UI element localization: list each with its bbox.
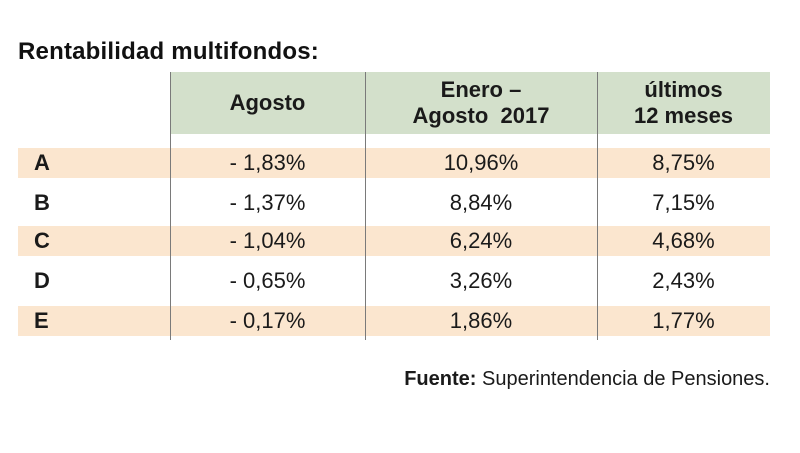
fund-label: A [34,150,50,175]
fund-label: B [34,190,50,215]
header-agosto-line: Agosto [229,90,306,115]
ultimos-12-meses-value: 7,15% [652,190,715,215]
agosto-value: - 0,65% [229,268,306,293]
source-text: Superintendencia de Pensiones. [482,368,770,390]
ultimos-12-meses-value: 4,68% [652,228,715,253]
agosto-value: - 1,37% [229,190,306,215]
table-row: C - 1,04% 6,24% 4,68% [18,226,770,256]
header-enero-agosto-2017: Enero – Agosto 2017 [365,72,597,134]
enero-agosto-value: 8,84% [449,190,513,215]
enero-agosto-value: 1,86% [449,308,513,333]
source-note: Fuente: Superintendencia de Pensiones. [404,368,770,391]
column-divider [365,72,366,340]
fund-label: C [34,228,50,253]
agosto-value: - 0,17% [229,308,306,333]
fund-label: E [34,308,49,333]
table-row: B - 1,37% 8,84% 7,15% [18,188,770,218]
source-label: Fuente: [404,368,477,390]
table-header: Agosto Enero – Agosto 2017 últimos 12 me… [18,72,770,134]
returns-table: Agosto Enero – Agosto 2017 últimos 12 me… [18,72,770,340]
column-divider [170,72,171,340]
agosto-value: - 1,83% [229,150,306,175]
page-title: Rentabilidad multifondos: [18,38,319,65]
header-ultimos-12-meses: últimos 12 meses [597,72,770,134]
header-agosto-2017-line: Agosto 2017 [412,103,550,128]
enero-agosto-value: 3,26% [449,268,513,293]
fund-label: D [34,268,50,293]
header-12-meses-line: 12 meses [633,103,734,128]
table-row: E - 0,17% 1,86% 1,77% [18,306,770,336]
ultimos-12-meses-value: 2,43% [652,268,715,293]
enero-agosto-value: 10,96% [443,150,519,175]
header-enero-line: Enero – [440,77,522,102]
header-ultimos-line: últimos [644,77,723,102]
header-background [170,72,770,134]
column-divider [597,72,598,340]
table-row: D - 0,65% 3,26% 2,43% [18,266,770,296]
table-row: A - 1,83% 10,96% 8,75% [18,148,770,178]
ultimos-12-meses-value: 1,77% [652,308,715,333]
agosto-value: - 1,04% [229,228,306,253]
ultimos-12-meses-value: 8,75% [652,150,715,175]
enero-agosto-value: 6,24% [449,228,513,253]
header-agosto: Agosto [170,72,365,134]
